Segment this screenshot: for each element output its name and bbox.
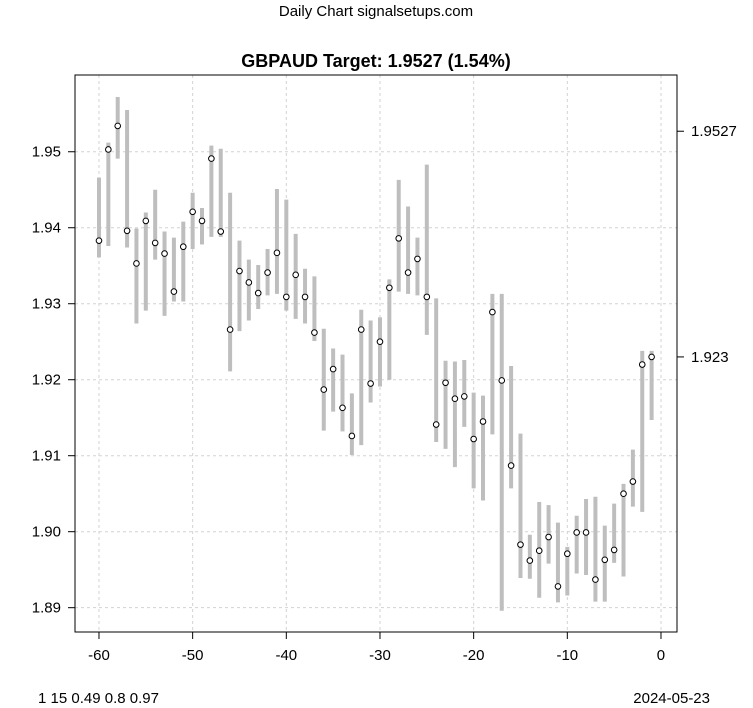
close-point bbox=[133, 260, 140, 267]
close-point bbox=[226, 326, 234, 333]
close-point bbox=[348, 432, 356, 440]
footer-left: 1 15 0.49 0.8 0.97 bbox=[38, 690, 159, 707]
right-axis: 1.9527 1.923 bbox=[677, 123, 737, 366]
y-tick-label: 1.92 bbox=[32, 372, 61, 389]
close-point bbox=[123, 227, 131, 235]
y-tick-label: 1.91 bbox=[32, 448, 61, 465]
close-point bbox=[610, 546, 618, 554]
close-point bbox=[592, 576, 599, 583]
close-point bbox=[161, 250, 168, 257]
close-point bbox=[638, 361, 646, 368]
close-point bbox=[601, 556, 609, 564]
close-point bbox=[151, 239, 159, 247]
x-tick-label: -20 bbox=[463, 647, 485, 664]
close-point bbox=[507, 462, 515, 469]
y-tick-label: 1.90 bbox=[32, 524, 61, 541]
close-point bbox=[95, 237, 103, 244]
close-point bbox=[582, 529, 590, 536]
close-point bbox=[648, 353, 655, 361]
y-tick-label: 1.94 bbox=[32, 220, 61, 237]
close-point bbox=[311, 329, 318, 336]
close-point bbox=[142, 217, 150, 225]
close-point bbox=[517, 541, 524, 548]
close-points bbox=[95, 122, 655, 590]
close-point bbox=[573, 529, 580, 536]
plot-frame bbox=[74, 74, 678, 633]
close-point bbox=[376, 338, 384, 346]
y-tick-label: 1.95 bbox=[32, 144, 61, 161]
close-point bbox=[395, 235, 403, 242]
chart-title: GBPAUD Target: 1.9527 (1.54%) bbox=[241, 51, 510, 71]
close-point bbox=[198, 217, 206, 225]
right-tick-label: 1.923 bbox=[691, 349, 729, 366]
x-tick-label: -30 bbox=[369, 647, 391, 664]
close-point bbox=[442, 379, 449, 387]
y-tick-label: 1.93 bbox=[32, 296, 61, 313]
close-point bbox=[170, 288, 178, 295]
close-point bbox=[339, 404, 346, 412]
chart-header: Daily Chart signalsetups.com bbox=[279, 3, 473, 20]
close-point bbox=[179, 243, 187, 251]
close-point bbox=[404, 269, 412, 276]
close-point bbox=[254, 289, 262, 297]
close-point bbox=[460, 393, 468, 400]
x-tick-label: -40 bbox=[275, 647, 297, 664]
close-point bbox=[189, 208, 196, 216]
close-point bbox=[357, 326, 365, 333]
close-point bbox=[217, 228, 225, 235]
close-point bbox=[367, 380, 374, 387]
x-axis: -60 -50 -40 -30 -20 -10 0 bbox=[88, 632, 665, 664]
close-point bbox=[264, 269, 271, 276]
close-point bbox=[236, 267, 243, 275]
x-tick-label: 0 bbox=[657, 647, 665, 664]
close-point bbox=[273, 249, 281, 257]
close-point bbox=[386, 284, 393, 292]
close-point bbox=[423, 293, 431, 301]
x-tick-label: -60 bbox=[88, 647, 110, 664]
close-point bbox=[526, 557, 534, 564]
close-point bbox=[432, 421, 440, 428]
close-point bbox=[629, 478, 637, 485]
y-tick-label: 1.89 bbox=[32, 600, 61, 617]
close-point bbox=[292, 271, 299, 279]
close-point bbox=[535, 547, 543, 554]
close-point bbox=[208, 155, 215, 162]
y-axis: 1.89 1.90 1.91 1.92 1.93 1.94 1.95 bbox=[32, 144, 75, 617]
close-point bbox=[489, 308, 496, 316]
close-point bbox=[479, 418, 487, 425]
close-point bbox=[470, 435, 477, 443]
close-point bbox=[105, 146, 112, 153]
footer-right: 2024-05-23 bbox=[633, 690, 710, 707]
x-tick-label: -50 bbox=[182, 647, 204, 664]
close-point bbox=[564, 550, 571, 558]
close-point bbox=[114, 122, 122, 130]
close-point bbox=[545, 533, 552, 541]
close-point bbox=[554, 583, 562, 590]
close-point bbox=[329, 365, 337, 373]
range-bars bbox=[96, 97, 654, 611]
close-point bbox=[245, 279, 253, 286]
close-point bbox=[283, 293, 290, 301]
right-tick-label: 1.9527 bbox=[691, 123, 737, 140]
close-point bbox=[320, 386, 328, 393]
close-point bbox=[498, 377, 506, 384]
close-point bbox=[414, 255, 421, 263]
x-tick-label: -10 bbox=[556, 647, 578, 664]
close-point bbox=[451, 395, 459, 403]
close-point bbox=[301, 293, 309, 301]
close-point bbox=[620, 490, 627, 497]
grid bbox=[75, 75, 677, 632]
